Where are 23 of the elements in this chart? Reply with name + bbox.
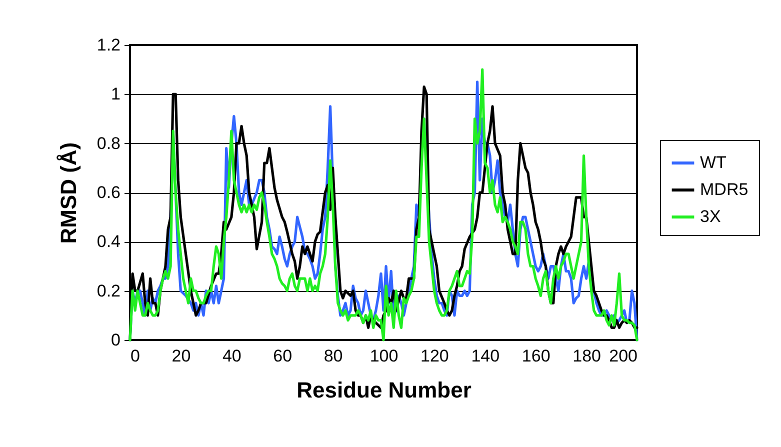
y-tick-label: 0.4 (96, 232, 120, 252)
x-tick-label: 160 (522, 346, 550, 366)
x-tick-label: 60 (273, 346, 292, 366)
x-tick-label: 20 (172, 346, 191, 366)
legend-label: 3X (700, 207, 721, 226)
x-tick-label: 120 (420, 346, 449, 366)
y-tick-label: 0.6 (96, 183, 120, 202)
x-axis-title: Residue Number (296, 378, 472, 402)
x-tick-label: 200 (609, 346, 638, 366)
y-axis-title: RMSD (Å) (56, 142, 81, 244)
y-tick-label: 1 (111, 84, 120, 104)
x-tick-label: 40 (222, 346, 242, 366)
x-tick-label: 180 (572, 346, 601, 366)
x-tick-label: 100 (370, 346, 398, 366)
legend-label: WT (700, 153, 726, 172)
y-tick-label: 0.8 (96, 134, 120, 153)
x-tick-label: 140 (471, 346, 500, 366)
y-tick-label: 0.2 (96, 281, 120, 300)
y-tick-label: 1.2 (96, 36, 120, 54)
legend-label: MDR5 (700, 180, 748, 199)
x-tick-label: 80 (324, 346, 343, 366)
x-tick-label: 0 (130, 346, 140, 366)
y-tick-label: 0 (111, 330, 120, 350)
